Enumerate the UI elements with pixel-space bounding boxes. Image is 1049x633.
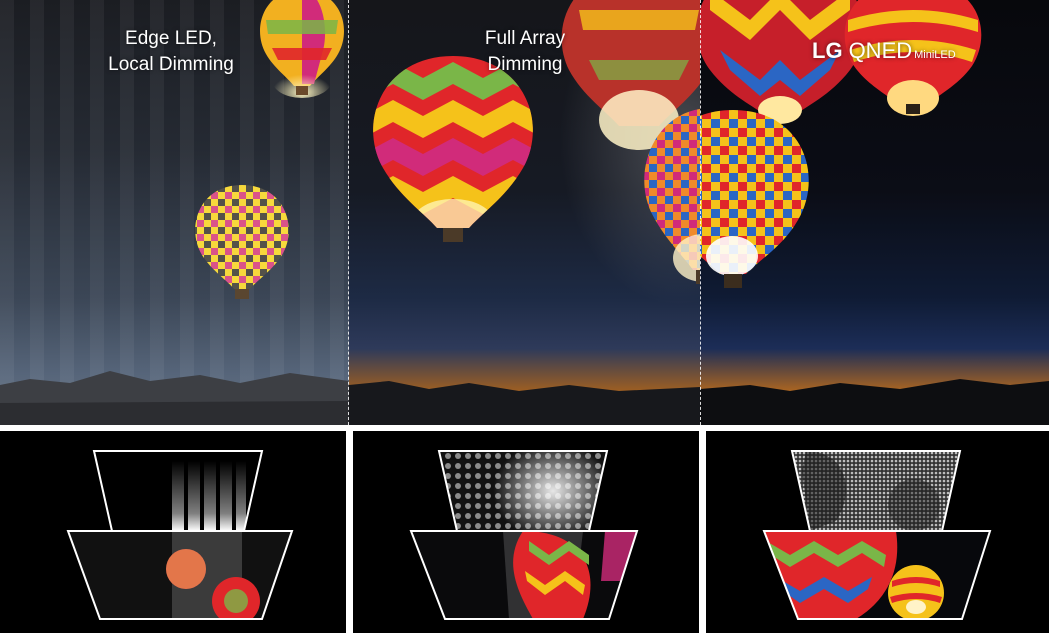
qned-logo-text: QNED [848, 38, 913, 63]
qned-miniled-panel [700, 0, 1049, 425]
edge-led-panel [0, 0, 349, 425]
balloon-striped [844, 0, 982, 116]
balloon-top-left [260, 0, 344, 98]
miniled-diagram [706, 431, 1049, 633]
lg-qned-miniled-logo: LG QNED MiniLED [812, 38, 956, 64]
mountain-silhouette [0, 371, 349, 425]
mountain-silhouette [349, 381, 700, 425]
balloon-checkered [195, 185, 289, 299]
panel-divider [348, 0, 349, 425]
caption-line: Edge LED, [125, 28, 217, 49]
balloon-lower-right [644, 108, 700, 284]
screen-layer [411, 531, 637, 619]
full-array-diagram [353, 431, 699, 633]
caption-line: Dimming [487, 54, 563, 75]
full-array-caption: Full Array Dimming [465, 26, 585, 78]
panel-divider [700, 0, 701, 425]
backlight-layer [792, 451, 960, 531]
balloon-zigzag [373, 56, 533, 242]
mountain-silhouette [700, 379, 1049, 425]
comparison-photo: Edge LED, Local Dimming Full Array Dimmi… [0, 0, 1049, 425]
miniled-layers [762, 450, 992, 620]
full-array-panel [349, 0, 700, 425]
backlight-layer [439, 451, 607, 531]
full-array-layers [409, 450, 639, 620]
balloon-checkered-bright [700, 110, 809, 288]
edge-led-diagram [0, 431, 346, 633]
screen-layer [68, 531, 292, 619]
backlight-layer [94, 451, 262, 531]
balloon-top-center [700, 0, 864, 124]
caption-line: Local Dimming [108, 54, 234, 75]
miniled-logo-text: MiniLED [914, 49, 956, 61]
edge-led-layers [66, 450, 294, 620]
edge-led-caption: Edge LED, Local Dimming [96, 26, 246, 78]
backlight-diagrams [0, 431, 1049, 633]
lg-logo-text: LG [812, 38, 843, 63]
screen-layer [764, 531, 990, 619]
caption-line: Full Array [484, 28, 566, 49]
